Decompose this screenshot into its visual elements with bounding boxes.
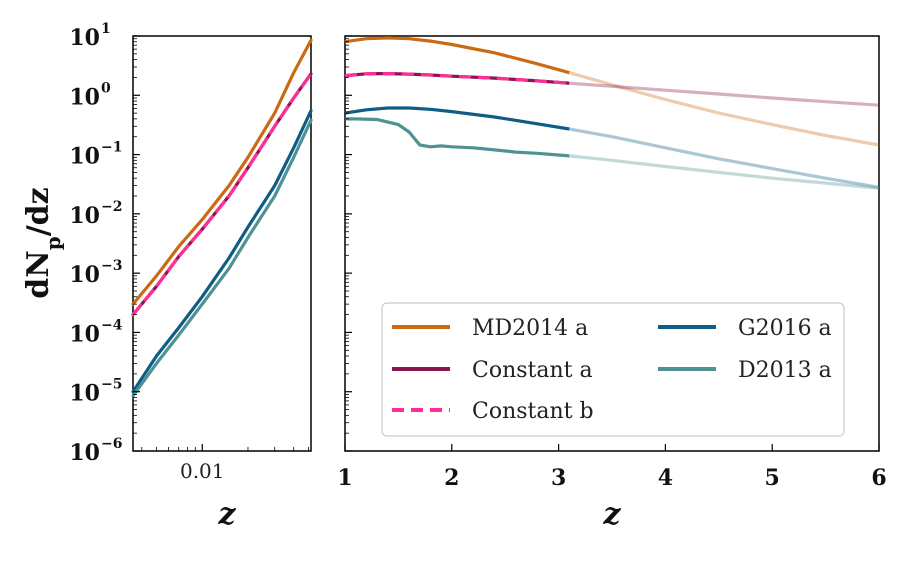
left-x-axis-label: z bbox=[217, 497, 236, 532]
y-tick-exponent: −5 bbox=[101, 377, 122, 393]
y-tick-label: 10 bbox=[69, 381, 100, 407]
y-tick-label: 10 bbox=[69, 262, 100, 288]
right-line-faded-md2014-a bbox=[568, 71, 880, 147]
y-tick-label: 10 bbox=[69, 321, 100, 347]
legend-label-constant-b: Constant b bbox=[472, 399, 594, 424]
y-tick-label: 10 bbox=[69, 84, 100, 110]
legend-box bbox=[381, 302, 845, 437]
y-tick-label: 10 bbox=[69, 144, 100, 170]
left-panel-plot bbox=[131, 38, 313, 398]
right-line-faded-d2013-a bbox=[569, 154, 880, 190]
right-x-tick-label: 6 bbox=[871, 465, 886, 491]
y-tick-exponent: −4 bbox=[101, 317, 123, 333]
right-x-tick-label: 3 bbox=[551, 465, 566, 491]
left-line-constant-b bbox=[131, 72, 313, 317]
right-x-tick-label: 1 bbox=[337, 465, 352, 491]
y-axis-label: dNp/dz bbox=[21, 187, 65, 298]
legend-label-constant-a: Constant a bbox=[472, 358, 593, 383]
y-axis-label-rest: /dz bbox=[21, 187, 56, 236]
right-panel-frame bbox=[344, 35, 880, 452]
y-tick-label: 10 bbox=[69, 440, 100, 466]
y-tick-exponent: 1 bbox=[101, 21, 111, 37]
right-line-constant-b bbox=[344, 72, 570, 85]
left-line-md2014-a bbox=[131, 38, 313, 306]
y-tick-label: 10 bbox=[69, 203, 100, 229]
legend-label-g2016a: G2016 a bbox=[738, 316, 832, 341]
right-line-faded-constant-a bbox=[569, 81, 880, 107]
left-x-tick-label: 0.01 bbox=[180, 459, 225, 483]
y-axis-label-sub: p bbox=[41, 236, 65, 250]
left-line-g2016-a bbox=[131, 109, 313, 394]
legend-label-md2014a: MD2014 a bbox=[472, 316, 588, 341]
y-tick-exponent: −6 bbox=[101, 436, 122, 452]
legend-label-d2013a: D2013 a bbox=[738, 358, 832, 383]
right-x-tick-label: 4 bbox=[658, 465, 673, 491]
y-tick-exponent: −3 bbox=[101, 258, 122, 274]
right-line-g2016-a bbox=[344, 106, 570, 131]
y-axis-label-main: dN bbox=[21, 250, 56, 298]
y-tick-exponent: −2 bbox=[101, 199, 122, 215]
left-panel-frame bbox=[132, 35, 312, 452]
y-tick-label: 10 bbox=[69, 25, 100, 51]
right-panel-plot bbox=[344, 36, 880, 190]
right-x-tick-label: 5 bbox=[765, 465, 780, 491]
y-tick-exponent: −1 bbox=[101, 140, 122, 156]
right-line-md2014-a bbox=[344, 36, 570, 75]
left-line-d2013-a bbox=[131, 118, 313, 398]
right-x-axis-label: z bbox=[602, 497, 621, 532]
y-tick-exponent: 0 bbox=[101, 80, 111, 96]
right-x-tick-label: 2 bbox=[444, 465, 459, 491]
right-line-d2013-a bbox=[345, 117, 570, 158]
legend: MD2014 a Constant a Constant b G2016 a D… bbox=[381, 302, 845, 437]
right-line-faded-g2016-a bbox=[569, 127, 880, 189]
